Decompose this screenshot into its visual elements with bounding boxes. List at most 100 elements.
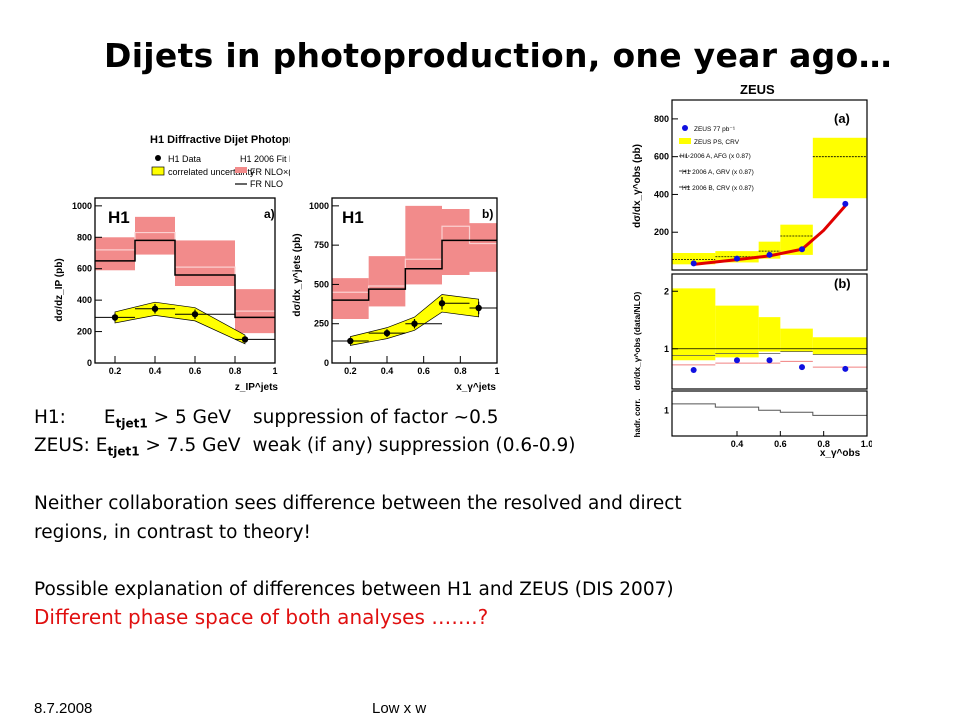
- zeus-ratio-point: [842, 365, 849, 372]
- zeus-legend: ZEUS 77 pb⁻¹ ZEUS PS, CRV H1 2006 A, AFG…: [679, 125, 754, 192]
- y-tick-label: 600: [77, 264, 92, 274]
- zeus-ps-band-bin: [812, 137, 867, 199]
- legend-swatch-correlated: [151, 166, 165, 176]
- zeus-legend-marker-data: [682, 125, 688, 131]
- data-point: [111, 314, 119, 321]
- para1-line1: Neither collaboration sees difference be…: [34, 493, 682, 514]
- y-tick-label: 200: [77, 327, 92, 337]
- h1b-xlabel: x_γ^jets: [456, 382, 496, 393]
- x-tick-label: 1: [494, 366, 499, 376]
- nlo-step-line: [95, 239, 275, 319]
- y-tick-label: 250: [314, 319, 329, 329]
- zeus-legend-ps: ZEUS PS, CRV: [694, 139, 740, 146]
- data-point: [347, 337, 354, 345]
- zeus-b-y-tick-label: 2: [664, 286, 669, 296]
- h1-et-var: E: [103, 407, 116, 428]
- x-tick-label: 0.6: [189, 366, 202, 376]
- plot-frame: [331, 197, 498, 364]
- zeus-hadr-corr-line: [672, 403, 867, 416]
- zeus-legend-swatch-ps: [679, 138, 691, 144]
- zeus-a-ylabel: dσ/dx_γ^obs (pb): [632, 144, 643, 228]
- nlo-band-bin: [175, 240, 235, 286]
- legend-swatch-nlo-had: [235, 167, 247, 173]
- zeus-ratio-point: [799, 364, 805, 371]
- data-point: [438, 300, 446, 307]
- footer-date: 8.7.2008: [34, 700, 93, 717]
- zeus-et-sub: tjet1: [107, 444, 140, 459]
- x-tick-label: 0.4: [149, 366, 162, 376]
- zeus-legend-data: ZEUS 77 pb⁻¹: [694, 126, 736, 133]
- zeus-cut: > 7.5 GeV: [139, 435, 241, 456]
- h1b-panel-label: H1: [342, 208, 364, 227]
- y-tick-label: 1000: [72, 201, 92, 211]
- zeus-x-tick-label: 0.8: [817, 439, 830, 449]
- x-tick-label: 0.8: [454, 366, 467, 376]
- h1-chart-a: H1 Diffractive Dijet Photoproduction H1 …: [54, 134, 340, 393]
- zeus-a-y-tick-label: 600: [654, 152, 669, 162]
- data-point: [191, 311, 199, 318]
- zeus-chart: ZEUS 200 400 600 800 1 2 1 0.4 0.6 0.8 1.0 ZEUS …: [632, 82, 873, 459]
- h1b-ylabel: dσ/dx_γ^jets (pb): [292, 233, 303, 316]
- zeus-data-point: [734, 255, 740, 262]
- zeus-legend-crv: H1 2006 B, CRV (x 0.87): [682, 185, 754, 192]
- y-tick-label: 0: [324, 358, 329, 368]
- h1b-panel-letter: b): [482, 207, 493, 221]
- data-point: [383, 329, 391, 337]
- nlo-band-bin: [469, 223, 497, 272]
- legend-dpdf: H1 2006 Fit B DPDF: [240, 154, 290, 164]
- zeus-legend-afg: H1 2006 A, AFG (x 0.87): [680, 153, 751, 160]
- zeus-ratio-band-bin: [812, 337, 867, 355]
- zeus-c-frame: [671, 390, 868, 437]
- y-tick-label: 1000: [309, 201, 329, 211]
- zeus-ps-band-bin: [672, 253, 716, 265]
- x-tick-label: 0.4: [381, 366, 394, 376]
- zeus-title: ZEUS: [740, 82, 775, 97]
- zeus-xlabel: x_γ^obs: [820, 448, 861, 459]
- zeus-a-letter: (a): [834, 111, 850, 126]
- zeus-a-frame: [671, 99, 868, 271]
- legend-marker-data: [155, 155, 161, 161]
- zeus-c-ylabel: hadr. corr.: [633, 399, 642, 438]
- data-point: [151, 305, 159, 312]
- zeus-ratio-band-bin: [672, 288, 716, 361]
- nlo-step-line: [332, 239, 497, 301]
- zeus-x-tick-label: 1.0: [861, 439, 872, 449]
- h1-panel-a: H1 Diffractive Dijet Photoproduction H1 …: [50, 120, 340, 395]
- h1-line: H1: Etjet1 > 5 GeV suppression of factor ~…: [34, 407, 499, 431]
- zeus-et-var: E: [95, 435, 108, 456]
- zeus-b-ylabel: dσ/dx_γ^obs (data/NLO): [632, 292, 642, 391]
- nlo-band-bin: [368, 256, 406, 307]
- y-tick-label: 500: [314, 279, 329, 289]
- zeus-ratio-band-bin: [758, 317, 781, 352]
- nlo-band-bin: [95, 237, 135, 271]
- zeus-data-point: [842, 200, 849, 207]
- h1a-ylabel: dσ/dz_IP (pb): [54, 258, 65, 321]
- zeus-fit-curve: [693, 204, 847, 266]
- zeus-ratio-point: [690, 367, 697, 374]
- h1-panel-b: 0 250 500 750 1000 0.2 0.4 0.6 0.8 1 H1 b) dσ/dx_…: [290, 190, 505, 395]
- zeus-line: ZEUS: Etjet1 > 7.5 GeV weak (if any) supp…: [34, 435, 576, 459]
- h1a-panel-label: H1: [108, 208, 130, 227]
- nlo-band-bin: [135, 216, 175, 255]
- h1-chart-title: H1 Diffractive Dijet Photoproduction: [150, 134, 290, 146]
- data-point: [241, 336, 249, 343]
- y-tick-label: 400: [77, 295, 92, 305]
- zeus-b-y-tick-label: 1: [664, 344, 669, 354]
- zeus-legend-grv: H1 2006 A, GRV (x 0.87): [682, 169, 754, 176]
- h1-cut: > 5 GeV: [147, 407, 231, 428]
- zeus-ratio-band-bin: [715, 305, 759, 358]
- correlated-uncertainty-band: [114, 301, 246, 345]
- zeus-data-point: [766, 251, 773, 258]
- legend-nlo: FR NLO: [250, 179, 283, 189]
- para1-line2: regions, in contrast to theory!: [34, 522, 311, 543]
- h1-label: H1:: [34, 407, 66, 428]
- legend-correlated: correlated uncertainty: [168, 167, 255, 177]
- slide-title: Dijets in photoproduction, one year ago…: [104, 36, 892, 75]
- zeus-data-point: [799, 246, 805, 253]
- plot-frame: [94, 197, 276, 364]
- h1-comment: suppression of factor ~0.5: [253, 407, 499, 428]
- zeus-b-letter: (b): [834, 276, 851, 291]
- y-tick-label: 800: [77, 232, 92, 242]
- y-tick-label: 750: [314, 240, 329, 250]
- zeus-ratio-point: [766, 357, 773, 364]
